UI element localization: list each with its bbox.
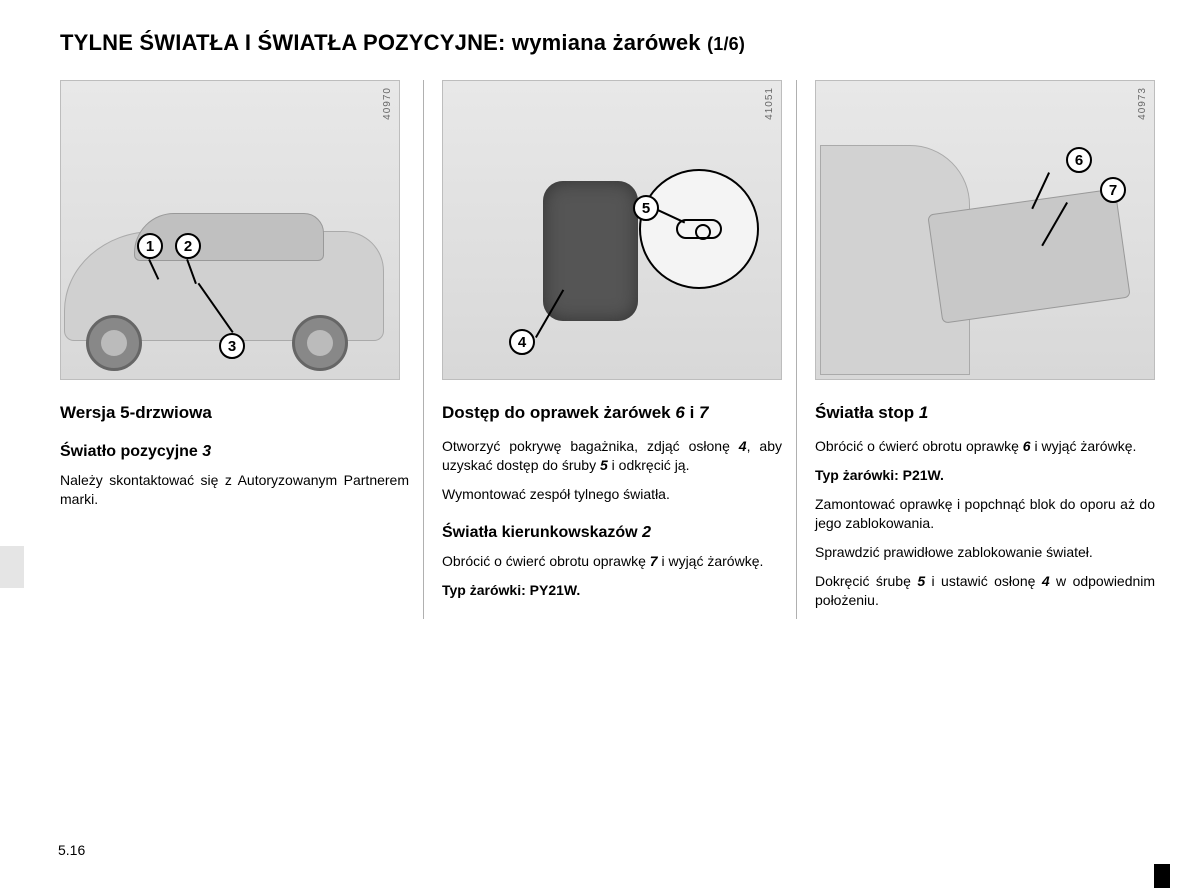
crop-mark	[1154, 864, 1170, 888]
callout-6: 6	[1066, 147, 1092, 173]
col3-p1: Obrócić o ćwierć obrotu oprawkę 6 i wyją…	[815, 437, 1155, 456]
column-1: 40970 1 2 3 Wersja 5-drzwiowa Światło po…	[60, 80, 409, 619]
page-title: TYLNE ŚWIATŁA I ŚWIATŁA POZYCYJNE: wymia…	[60, 30, 1155, 56]
col2-bulb-type: Typ żarówki: PY21W.	[442, 581, 782, 600]
col2-p2: Wymontować zespół tylnego światła.	[442, 485, 782, 504]
page-number: 5.16	[58, 842, 85, 858]
page-side-tab	[0, 546, 24, 588]
col2-heading: Dostęp do oprawek żarówek 6 i 7	[442, 402, 782, 423]
callout-5: 5	[633, 195, 659, 221]
col1-subheading: Światło pozycyjne 3	[60, 443, 409, 461]
figure-car-rear: 40970 1 2 3	[60, 80, 400, 380]
col2-p1: Otworzyć pokrywę bagażnika, zdjąć osłonę…	[442, 437, 782, 475]
column-3: 40973 6 7 Światła stop 1 Obrócić o ćwier…	[796, 80, 1155, 619]
manual-page: TYLNE ŚWIATŁA I ŚWIATŁA POZYCYJNE: wymia…	[0, 0, 1200, 619]
figure-id: 40970	[382, 87, 393, 120]
col2-p3: Obrócić o ćwierć obrotu oprawkę 7 i wyją…	[442, 552, 782, 571]
col3-p5: Dokręcić śrubę 5 i ustawić osłonę 4 w od…	[815, 572, 1155, 610]
col3-bulb-type: Typ żarówki: P21W.	[815, 466, 1155, 485]
page-indicator: (1/6)	[707, 34, 745, 54]
callout-4: 4	[509, 329, 535, 355]
figure-id: 41051	[764, 87, 775, 120]
figure-access-panel: 41051 5 4	[442, 80, 782, 380]
detail-circle	[639, 169, 759, 289]
figure-id: 40973	[1137, 87, 1148, 120]
col1-paragraph: Należy skontaktować się z Autoryzowanym …	[60, 471, 409, 509]
col3-p3: Zamontować oprawkę i popchnąć blok do op…	[815, 495, 1155, 533]
content-columns: 40970 1 2 3 Wersja 5-drzwiowa Światło po…	[60, 80, 1155, 619]
callout-7: 7	[1100, 177, 1126, 203]
col1-heading: Wersja 5-drzwiowa	[60, 402, 409, 423]
callout-2: 2	[175, 233, 201, 259]
callout-1: 1	[137, 233, 163, 259]
col2-subheading: Światła kierunkowskazów 2	[442, 524, 782, 542]
col3-heading: Światła stop 1	[815, 402, 1155, 423]
col3-p4: Sprawdzić prawidłowe zablokowanie świate…	[815, 543, 1155, 562]
title-text: TYLNE ŚWIATŁA I ŚWIATŁA POZYCYJNE: wymia…	[60, 30, 701, 55]
figure-tail-light: 40973 6 7	[815, 80, 1155, 380]
callout-3: 3	[219, 333, 245, 359]
column-2: 41051 5 4 Dostęp do oprawek żarówek 6 i …	[423, 80, 782, 619]
